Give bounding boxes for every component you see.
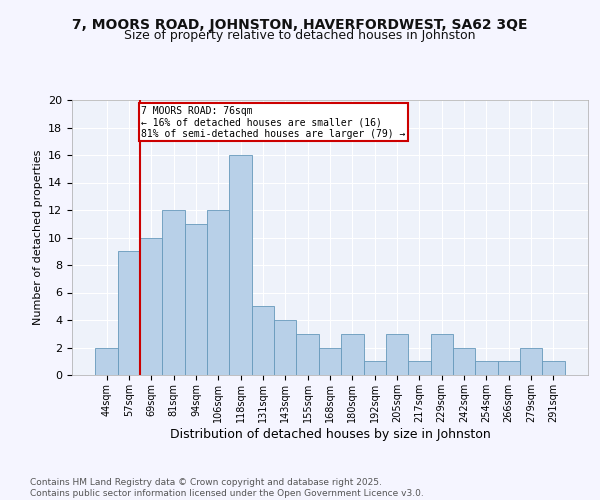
Bar xyxy=(453,348,475,375)
Bar xyxy=(118,251,140,375)
Bar xyxy=(319,348,341,375)
Bar xyxy=(140,238,163,375)
Bar xyxy=(364,361,386,375)
Bar xyxy=(207,210,229,375)
Bar xyxy=(408,361,431,375)
Bar xyxy=(185,224,207,375)
Bar xyxy=(95,348,118,375)
Bar xyxy=(229,155,252,375)
Bar xyxy=(520,348,542,375)
Text: 7 MOORS ROAD: 76sqm
← 16% of detached houses are smaller (16)
81% of semi-detach: 7 MOORS ROAD: 76sqm ← 16% of detached ho… xyxy=(141,106,406,138)
Text: Contains HM Land Registry data © Crown copyright and database right 2025.
Contai: Contains HM Land Registry data © Crown c… xyxy=(30,478,424,498)
Bar xyxy=(163,210,185,375)
Bar xyxy=(497,361,520,375)
Bar xyxy=(341,334,364,375)
Bar xyxy=(542,361,565,375)
Bar xyxy=(431,334,453,375)
Y-axis label: Number of detached properties: Number of detached properties xyxy=(32,150,43,325)
Bar xyxy=(274,320,296,375)
Bar xyxy=(296,334,319,375)
Text: Size of property relative to detached houses in Johnston: Size of property relative to detached ho… xyxy=(124,29,476,42)
Text: 7, MOORS ROAD, JOHNSTON, HAVERFORDWEST, SA62 3QE: 7, MOORS ROAD, JOHNSTON, HAVERFORDWEST, … xyxy=(72,18,528,32)
Bar xyxy=(386,334,408,375)
X-axis label: Distribution of detached houses by size in Johnston: Distribution of detached houses by size … xyxy=(170,428,490,440)
Bar xyxy=(475,361,497,375)
Bar xyxy=(252,306,274,375)
